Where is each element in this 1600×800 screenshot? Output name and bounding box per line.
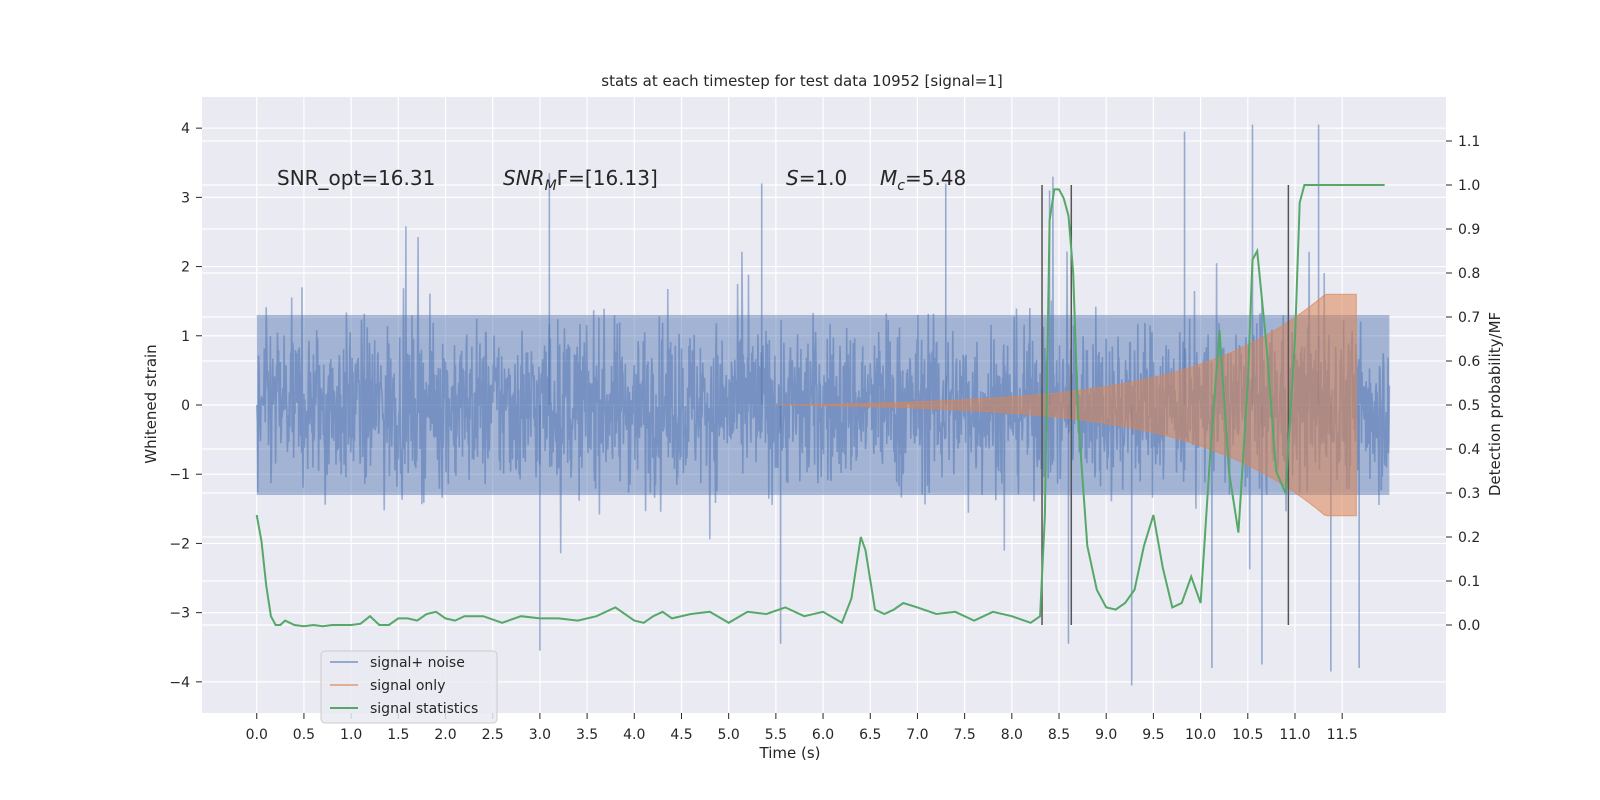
- x-tick-label: 9.0: [1095, 727, 1117, 743]
- right-tick-label: 0.2: [1458, 530, 1480, 546]
- x-tick-label: 1.5: [387, 727, 409, 743]
- y-axis-label: Whitened strain: [142, 344, 160, 463]
- legend-label-noise: signal+ noise: [370, 655, 465, 671]
- y-tick-label: −4: [169, 675, 190, 691]
- x-tick-label: 4.5: [670, 727, 692, 743]
- signal-statistics-series: [255, 184, 1385, 628]
- x-tick-label: 9.5: [1142, 727, 1164, 743]
- x-tick-label: 5.0: [718, 727, 740, 743]
- right-tick-label: 0.4: [1458, 442, 1480, 458]
- x-tick-label: 2.5: [482, 727, 504, 743]
- legend-label-stats: signal statistics: [370, 701, 478, 717]
- annotation-snr-mf: SNRMF=[16.13]: [503, 166, 658, 194]
- right-tick-label: 0.3: [1458, 486, 1480, 502]
- x-tick-label: 8.0: [1001, 727, 1023, 743]
- x-tick-label: 7.0: [906, 727, 928, 743]
- x-tick-label: 1.0: [340, 727, 362, 743]
- x-tick-label: 6.0: [812, 727, 834, 743]
- x-tick-label: 7.5: [954, 727, 976, 743]
- right-tick-label: 0.9: [1458, 222, 1480, 238]
- right-tick-label: 1.0: [1458, 178, 1480, 194]
- x-tick-label: 8.5: [1048, 727, 1070, 743]
- mc-symbol: M: [880, 166, 897, 190]
- mc-sub: c: [897, 178, 905, 194]
- chart-title: stats at each timestep for test data 109…: [601, 72, 1002, 90]
- right-tick-label: 0.8: [1458, 266, 1480, 282]
- right-tick-label: 0.1: [1458, 574, 1480, 590]
- y-tick-label: 2: [181, 260, 190, 276]
- x-tick-label: 0.5: [293, 727, 315, 743]
- y-axis-ticks: 4 3 2 1 0 −1 −2 −3 −4: [169, 121, 202, 691]
- x-tick-label: 3.0: [529, 727, 551, 743]
- mc-value: =5.48: [905, 166, 966, 190]
- y-tick-label: −1: [169, 467, 190, 483]
- x-tick-label: 5.5: [765, 727, 787, 743]
- signal-only-envelope: [775, 293, 1357, 517]
- legend-box: [320, 650, 498, 724]
- x-tick-label: 11.0: [1279, 727, 1310, 743]
- x-tick-label: 3.5: [576, 727, 598, 743]
- annotation-s: S=1.0: [786, 166, 847, 190]
- annotation-snr-opt: SNR_opt=16.31: [277, 166, 435, 190]
- s-symbol: S: [786, 166, 799, 190]
- x-tick-label: 6.5: [859, 727, 881, 743]
- snr-mf-tail: F=[16.13]: [557, 166, 658, 190]
- y-tick-label: 0: [181, 398, 190, 414]
- x-tick-label: 4.0: [623, 727, 645, 743]
- x-axis-label: Time (s): [759, 744, 821, 762]
- x-tick-label: 0.0: [246, 727, 268, 743]
- snr-mf-sub: M: [545, 178, 557, 194]
- y-tick-label: −3: [169, 606, 190, 622]
- right-axis-label: Detection probability/MF: [1486, 312, 1504, 496]
- x-tick-label: 2.0: [434, 727, 456, 743]
- signal-only-series: [775, 293, 1357, 517]
- x-axis-ticks: 0.0 0.5 1.0 1.5 2.0 2.5 3.0 3.5 4.0 4.5 5.0 5.5 6.0 6…: [246, 713, 1358, 743]
- snr-mf-base: SNR: [503, 166, 545, 190]
- right-tick-label: 0.7: [1458, 310, 1480, 326]
- y-tick-label: −2: [169, 536, 190, 552]
- annotation-mc: Mc=5.48: [880, 166, 966, 194]
- right-tick-label: 0.5: [1458, 398, 1480, 414]
- legend: signal+ noise signal only signal statist…: [320, 650, 498, 724]
- right-axis-ticks: 1.1 1.0 0.9 0.8 0.7 0.6 0.5 0.4 0.3 0.2 0.1 0.0: [1446, 134, 1480, 634]
- right-tick-label: 0.0: [1458, 618, 1480, 634]
- s-value: =1.0: [799, 166, 848, 190]
- y-tick-label: 4: [181, 121, 190, 137]
- right-tick-label: 0.6: [1458, 354, 1480, 370]
- x-tick-label: 11.5: [1327, 727, 1358, 743]
- x-tick-label: 10.5: [1232, 727, 1263, 743]
- right-tick-label: 1.1: [1458, 134, 1480, 150]
- signal-statistics-line: [255, 184, 1385, 628]
- y-tick-label: 1: [181, 329, 190, 345]
- legend-label-signal: signal only: [370, 678, 445, 694]
- x-tick-label: 10.0: [1185, 727, 1216, 743]
- y-tick-label: 3: [181, 190, 190, 206]
